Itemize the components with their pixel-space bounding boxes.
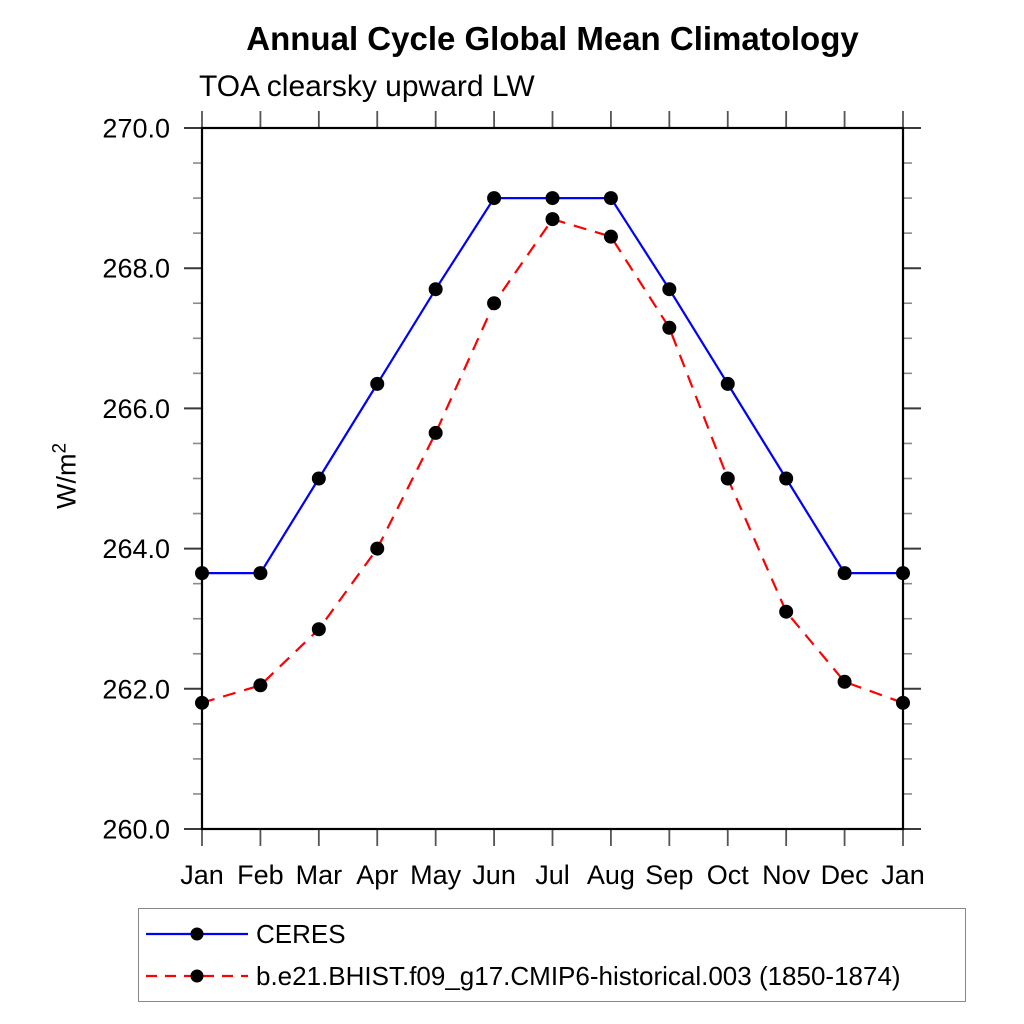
data-point-marker <box>311 471 326 486</box>
data-point-marker <box>837 674 852 689</box>
legend-item-model: b.e21.BHIST.f09_g17.CMIP6-historical.003… <box>143 955 965 997</box>
x-tick-label: Oct <box>707 860 750 890</box>
data-point-marker <box>545 212 560 227</box>
y-tick-label: 270.0 <box>102 114 170 144</box>
x-tick-label: Sep <box>645 860 693 890</box>
legend-item-ceres: CERES <box>143 913 965 955</box>
legend-label-ceres: CERES <box>256 918 346 949</box>
data-point-marker <box>896 695 910 710</box>
y-tick-label: 260.0 <box>102 815 170 845</box>
data-point-marker <box>428 425 443 440</box>
x-tick-label: Feb <box>237 860 284 890</box>
data-point-marker <box>311 622 326 637</box>
chart-subtitle: TOA clearsky upward LW <box>199 70 535 103</box>
data-point-marker <box>253 678 268 693</box>
data-point-marker <box>195 566 209 581</box>
data-point-marker <box>896 566 910 581</box>
y-tick-label: 264.0 <box>102 534 170 564</box>
data-point-marker <box>779 604 794 619</box>
data-point-marker <box>253 566 268 581</box>
data-point-marker <box>487 191 502 206</box>
x-tick-label: Jun <box>472 860 516 890</box>
data-point-marker <box>662 282 677 297</box>
data-point-marker <box>195 695 209 710</box>
data-point-marker <box>837 566 852 581</box>
y-tick-label: 262.0 <box>102 674 170 704</box>
x-tick-label: Nov <box>762 860 811 890</box>
data-point-marker <box>720 376 735 391</box>
data-point-marker <box>545 191 560 206</box>
data-point-marker <box>603 229 618 244</box>
data-point-marker <box>428 282 443 297</box>
x-tick-label: Dec <box>821 860 869 890</box>
data-point-marker <box>720 471 735 486</box>
data-point-marker <box>487 296 502 311</box>
x-tick-label: Jul <box>535 860 570 890</box>
model-line <box>201 217 904 704</box>
legend: CERES b.e21.BHIST.f09_g17.CMIP6-historic… <box>138 908 966 1002</box>
data-point-marker <box>779 471 794 486</box>
y-tick-label: 266.0 <box>102 394 170 424</box>
y-tick-label: 268.0 <box>102 254 170 284</box>
x-tick-label: May <box>410 860 462 890</box>
legend-label-model: b.e21.BHIST.f09_g17.CMIP6-historical.003… <box>256 960 901 991</box>
data-point-marker <box>662 320 677 335</box>
x-tick-label: Jan <box>881 860 925 890</box>
x-tick-label: Apr <box>356 860 398 890</box>
data-point-marker <box>370 376 385 391</box>
axes-box <box>200 126 905 831</box>
x-tick-label: Aug <box>587 860 635 890</box>
x-tick-label: Jan <box>180 860 224 890</box>
chart-title: Annual Cycle Global Mean Climatology <box>246 20 859 57</box>
ceres-line-sample-icon <box>146 927 248 941</box>
data-point-marker <box>370 541 385 556</box>
data-point-marker <box>603 191 618 206</box>
ceres-line <box>202 197 903 575</box>
model-line-sample-icon <box>146 969 248 983</box>
x-tick-label: Mar <box>296 860 343 890</box>
